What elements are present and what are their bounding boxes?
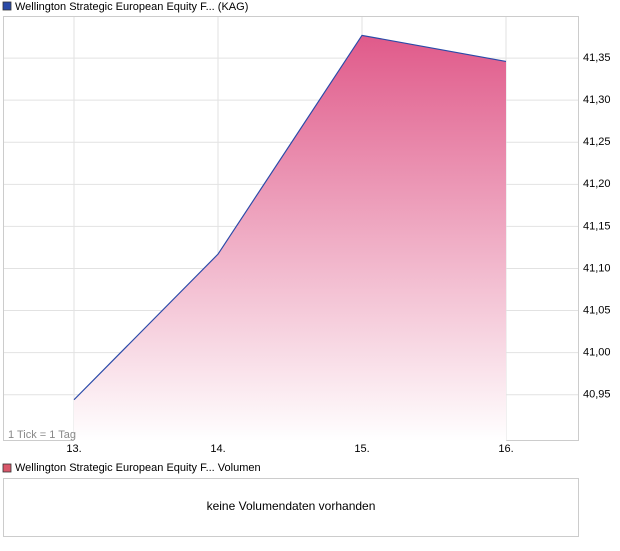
y-tick-label: 40,95 <box>583 389 611 401</box>
y-tick-label: 41,10 <box>583 262 611 274</box>
y-tick-label: 41,35 <box>583 52 611 64</box>
y-tick-label: 41,20 <box>583 178 611 190</box>
y-tick-label: 41,00 <box>583 347 611 359</box>
legend-swatch <box>2 463 12 473</box>
volume-message: keine Volumendaten vorhanden <box>207 499 376 513</box>
y-tick-label: 41,25 <box>583 136 611 148</box>
x-tick-label: 16. <box>498 443 513 455</box>
x-tick-label: 14. <box>210 443 225 455</box>
y-tick-label: 41,30 <box>583 94 611 106</box>
legend-label: Wellington Strategic European Equity F..… <box>15 1 248 13</box>
y-tick-label: 41,05 <box>583 304 611 316</box>
x-tick-label: 15. <box>354 443 369 455</box>
line <box>73 34 507 401</box>
legend-swatch <box>2 1 12 11</box>
annotation: 1 Tick = 1 Tag <box>8 429 76 441</box>
volume-frame <box>3 478 579 537</box>
area <box>74 35 506 441</box>
y-tick-label: 41,15 <box>583 220 611 232</box>
x-tick-label: 13. <box>66 443 81 455</box>
legend-label: Wellington Strategic European Equity F..… <box>15 462 261 474</box>
